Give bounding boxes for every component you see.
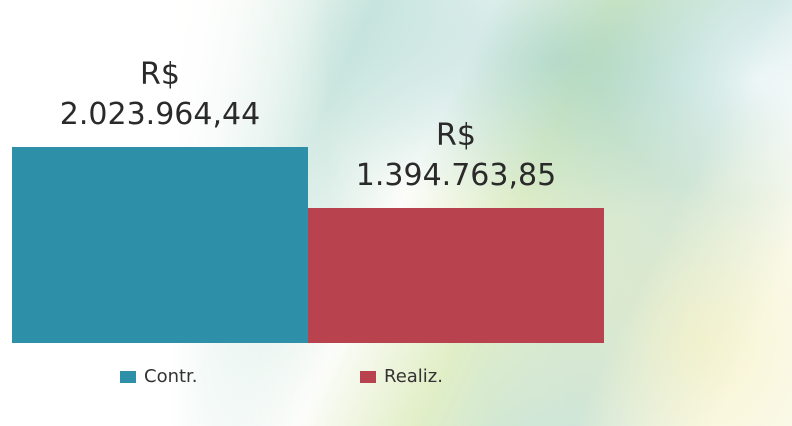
bar	[308, 207, 604, 343]
bar	[12, 147, 308, 343]
legend-label: Realiz.	[384, 366, 443, 387]
legend-swatch	[120, 370, 136, 383]
value-label: R$ 2.023.964,44	[59, 57, 261, 132]
value-label: R$ 1.394.763,85	[355, 117, 557, 193]
legend-item: Realiz.	[360, 366, 443, 387]
legend-swatch	[360, 370, 376, 383]
legend-label: Contr.	[144, 366, 198, 387]
legend-item: Contr.	[120, 366, 198, 387]
